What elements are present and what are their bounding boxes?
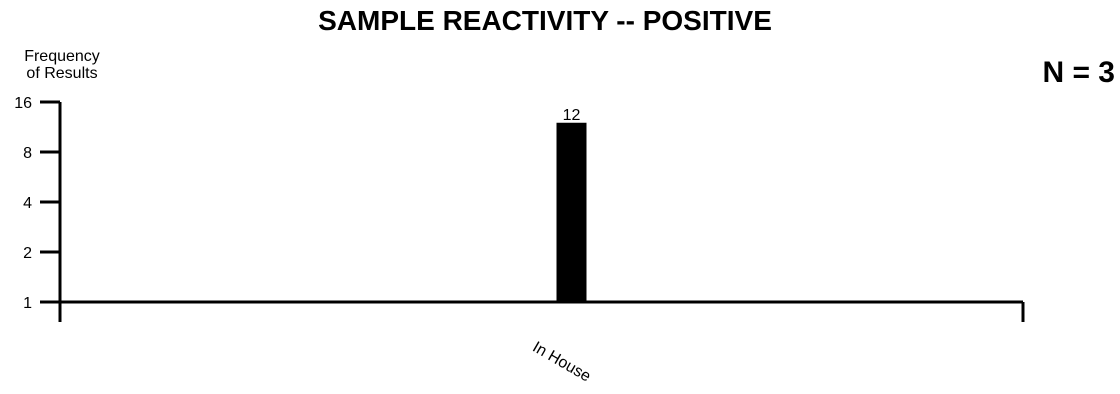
y-tick-label-1: 1 <box>23 295 32 312</box>
y-axis-label-line1: Frequency <box>24 48 100 65</box>
x-axis: In House <box>60 300 1025 386</box>
y-tick-label-2: 2 <box>23 245 32 262</box>
y-tick-label-8: 8 <box>23 145 32 162</box>
chart-title: SAMPLE REACTIVITY -- POSITIVE <box>318 5 772 36</box>
n-annotation: N = 3 <box>1042 56 1115 89</box>
bar-0 <box>556 122 587 302</box>
y-axis-label-line2: of Results <box>26 65 97 82</box>
bar-data-label-0: 12 <box>563 107 581 124</box>
x-category-label-0: In House <box>530 339 594 386</box>
y-axis: 1 2 4 8 16 <box>14 95 62 322</box>
bars: 12 <box>556 107 587 302</box>
y-tick-label-16: 16 <box>14 95 32 112</box>
y-tick-label-4: 4 <box>23 195 32 212</box>
